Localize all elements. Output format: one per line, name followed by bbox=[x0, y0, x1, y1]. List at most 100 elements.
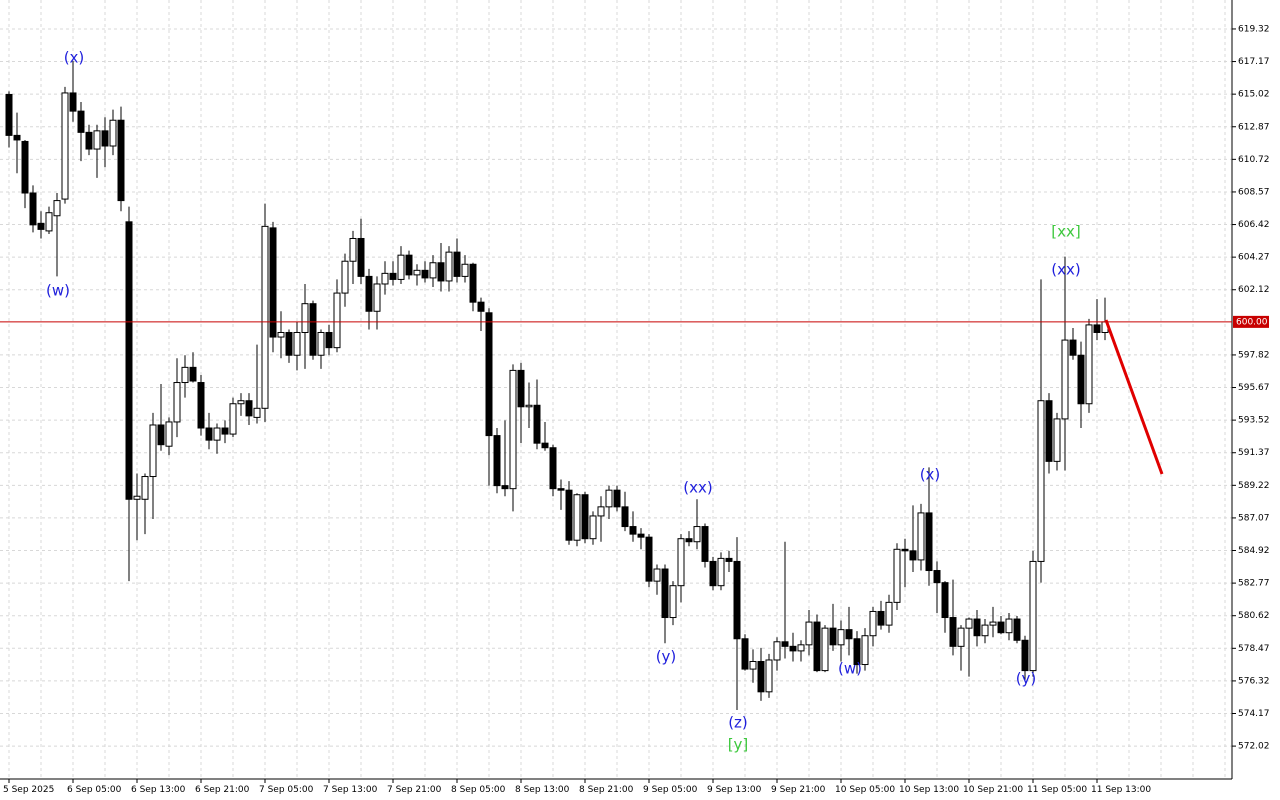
candle-body bbox=[149, 424, 157, 478]
candle-body bbox=[357, 237, 365, 277]
wave-label: (z) bbox=[728, 714, 748, 732]
candle-body bbox=[701, 526, 709, 562]
candle-body bbox=[725, 557, 733, 562]
candle-body bbox=[765, 659, 773, 693]
candle-body bbox=[333, 292, 341, 349]
candle-body bbox=[301, 303, 309, 333]
candle-body bbox=[989, 621, 997, 626]
x-tick-label: 5 Sep 2025 bbox=[3, 785, 54, 795]
y-tick-label: 580.62 bbox=[1238, 611, 1270, 621]
candle-body bbox=[341, 260, 349, 294]
candle-body bbox=[997, 621, 1005, 634]
candle-body bbox=[157, 424, 165, 446]
wave-label: (w) bbox=[838, 660, 862, 678]
y-tick-label: 593.52 bbox=[1238, 416, 1270, 426]
x-tick-label: 8 Sep 13:00 bbox=[515, 785, 570, 795]
x-tick-label: 7 Sep 13:00 bbox=[323, 785, 378, 795]
y-tick-label: 610.72 bbox=[1238, 155, 1270, 165]
x-tick-label: 6 Sep 05:00 bbox=[67, 785, 122, 795]
candle-body bbox=[1085, 324, 1093, 405]
y-tick-label: 602.12 bbox=[1238, 285, 1270, 295]
y-tick-label: 587.07 bbox=[1238, 513, 1270, 523]
candle-body bbox=[805, 621, 813, 646]
wave-label: [y] bbox=[728, 736, 749, 754]
candle-body bbox=[925, 512, 933, 572]
candle-body bbox=[1021, 639, 1029, 672]
candle-body bbox=[917, 512, 925, 561]
candle-body bbox=[141, 476, 149, 500]
wave-label: (xx) bbox=[683, 479, 712, 497]
y-tick-label: 591.37 bbox=[1238, 448, 1270, 458]
candle-body bbox=[397, 254, 405, 280]
candle-body bbox=[181, 366, 189, 384]
y-tick-label: 582.77 bbox=[1238, 579, 1270, 589]
candle-body bbox=[709, 560, 717, 587]
candle-body bbox=[965, 618, 973, 629]
candle-body bbox=[221, 427, 229, 435]
candle-body bbox=[733, 560, 741, 640]
candle-body bbox=[781, 641, 789, 647]
candle-body bbox=[525, 404, 533, 408]
y-tick-label: 584.92 bbox=[1238, 546, 1270, 556]
candles bbox=[5, 61, 1109, 711]
candle-body bbox=[93, 130, 101, 150]
candle-body bbox=[613, 489, 621, 508]
wave-label: (x) bbox=[920, 466, 941, 484]
candle-body bbox=[1029, 560, 1037, 672]
x-tick-label: 6 Sep 21:00 bbox=[195, 785, 250, 795]
candle-body bbox=[893, 548, 901, 603]
candle-body bbox=[173, 382, 181, 423]
x-tick-label: 7 Sep 05:00 bbox=[259, 785, 314, 795]
y-tick-label: 589.22 bbox=[1238, 481, 1270, 491]
candle-body bbox=[349, 237, 357, 262]
y-tick-label: 612.87 bbox=[1238, 122, 1270, 132]
price-label-bg bbox=[1233, 315, 1269, 328]
price-label: 600.00 bbox=[1236, 317, 1268, 327]
candle-body bbox=[501, 485, 509, 490]
candle-body bbox=[877, 610, 885, 626]
candle-body bbox=[477, 301, 485, 312]
candle-body bbox=[1013, 618, 1021, 641]
candle-body bbox=[101, 130, 109, 147]
x-tick-label: 8 Sep 21:00 bbox=[579, 785, 634, 795]
candle-body bbox=[981, 624, 989, 637]
candle-body bbox=[133, 495, 141, 500]
candle-body bbox=[1077, 354, 1085, 405]
y-tick-label: 597.82 bbox=[1238, 350, 1270, 360]
candle-body bbox=[637, 533, 645, 538]
x-tick-label: 11 Sep 05:00 bbox=[1027, 785, 1087, 795]
candle-body bbox=[821, 627, 829, 672]
candle-body bbox=[813, 621, 821, 672]
candle-body bbox=[405, 254, 413, 276]
candle-body bbox=[485, 312, 493, 437]
candle-body bbox=[125, 221, 133, 500]
candle-body bbox=[517, 369, 525, 408]
candle-body bbox=[189, 366, 197, 382]
candle-body bbox=[205, 427, 213, 441]
candle-body bbox=[773, 641, 781, 661]
forecast-line bbox=[1104, 319, 1164, 475]
candle-body bbox=[685, 538, 693, 543]
candle-body bbox=[493, 435, 501, 487]
wave-label: [xx] bbox=[1051, 223, 1080, 241]
candle-body bbox=[21, 140, 29, 194]
candle-body bbox=[629, 526, 637, 535]
candle-body bbox=[973, 618, 981, 637]
candle-body bbox=[45, 212, 53, 232]
candle-body bbox=[85, 131, 93, 150]
x-tick-label: 10 Sep 21:00 bbox=[963, 785, 1023, 795]
candle-body bbox=[757, 660, 765, 693]
y-tick-label: 608.57 bbox=[1238, 187, 1270, 197]
wave-label: (xx) bbox=[1051, 261, 1080, 279]
candle-body bbox=[453, 251, 461, 277]
candle-body bbox=[29, 192, 37, 226]
x-tick-label: 9 Sep 05:00 bbox=[643, 785, 698, 795]
candle-body bbox=[933, 570, 941, 584]
candle-body bbox=[941, 582, 949, 619]
y-tick-label: 576.32 bbox=[1238, 676, 1270, 686]
y-tick-label: 604.27 bbox=[1238, 253, 1270, 263]
candle-body bbox=[869, 610, 877, 637]
candle-body bbox=[949, 617, 957, 647]
